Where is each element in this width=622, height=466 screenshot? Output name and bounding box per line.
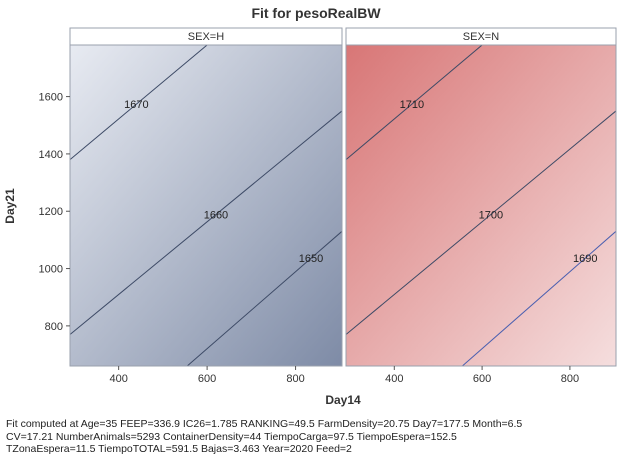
footnote-line: CV=17.21 NumberAnimals=5293 ContainerDen… [6, 430, 457, 443]
y-tick-label: 1600 [39, 92, 63, 104]
contour-label: 1710 [400, 99, 424, 111]
fit-footnote: Fit computed at Age=35 FEEP=336.9 IC26=1… [6, 418, 618, 456]
contour-line [186, 230, 342, 366]
footnote-line: TZonaEspera=11.5 TiempoTOTAL=591.5 Bajas… [6, 443, 352, 455]
contour-line [70, 110, 342, 335]
contour-label: 1690 [573, 253, 597, 265]
x-tick-label: 600 [473, 373, 491, 385]
contour-label: 1700 [479, 210, 503, 222]
x-tick-label: 400 [109, 373, 127, 385]
panel-frame [69, 44, 343, 367]
chart-title: Fit for pesoRealBW [251, 5, 381, 21]
footnote-line: Fit computed at Age=35 FEEP=336.9 IC26=1… [6, 418, 523, 430]
y-axis-label: Day21 [3, 188, 17, 224]
panel-sex-n: SEX=N 1710 1700 1690 400 600 800 [345, 27, 617, 385]
panel-label: SEX=N [463, 31, 499, 43]
panel-sex-h: SEX=H 1670 1660 1650 400 600 800 [69, 27, 343, 385]
contour-line [70, 45, 208, 161]
x-tick-label: 400 [385, 373, 403, 385]
x-tick-label: 600 [198, 373, 216, 385]
response-surface [70, 45, 342, 366]
panel-label: SEX=H [188, 31, 224, 43]
panel-frame [345, 44, 617, 367]
y-tick-label: 1000 [39, 264, 63, 276]
contour-line [346, 110, 616, 335]
contour-line [462, 230, 616, 366]
x-tick-label: 800 [286, 373, 304, 385]
response-surface [346, 45, 616, 366]
x-tick-label: 800 [561, 373, 579, 385]
contour-label: 1650 [299, 253, 323, 265]
y-tick-label: 1200 [39, 206, 63, 218]
contour-label: 1670 [124, 99, 148, 111]
y-tick-label: 800 [45, 321, 63, 333]
x-axis-label: Day14 [325, 393, 361, 407]
contour-line [346, 45, 483, 161]
contour-label: 1660 [204, 210, 228, 222]
y-tick-label: 1400 [39, 149, 63, 161]
